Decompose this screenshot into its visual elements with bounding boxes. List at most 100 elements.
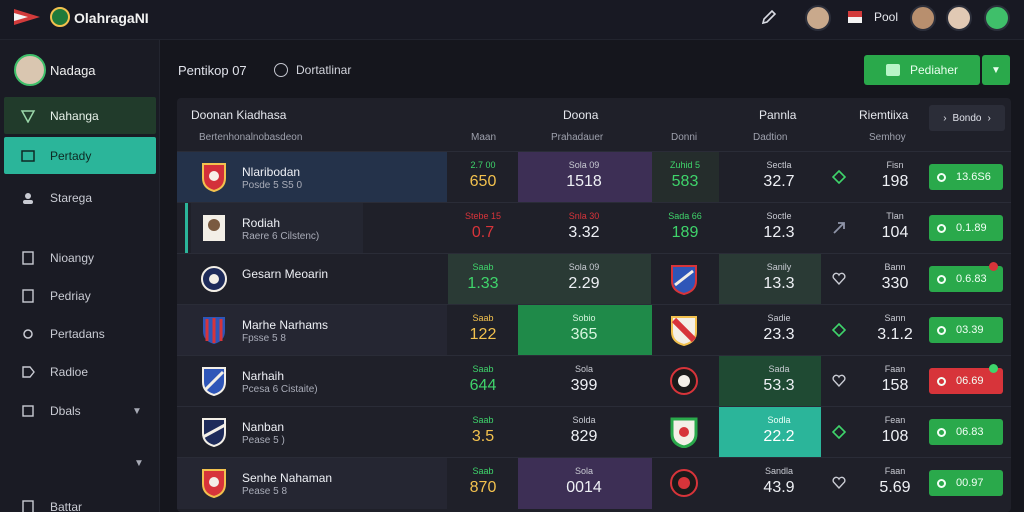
chevron-down-icon[interactable]: ▼ <box>132 406 142 417</box>
sidebar-item-pertady[interactable]: Pertady <box>4 137 156 174</box>
table-row[interactable]: Rodiah Raere 6 Cilstenc) Stebe 15 0.7 Sn… <box>177 202 1011 254</box>
team-name: Nanban <box>242 420 285 434</box>
table-row[interactable]: Gesarn Meoarin Saab 1.33 Sola 09 2.29 Sa… <box>177 253 1011 305</box>
filter-button[interactable]: › Bondo › <box>929 105 1005 131</box>
odds-dot-icon <box>937 376 946 386</box>
table-row[interactable]: Nlaribodan Posde 5 S5 0 2.7 00 650 Sola … <box>177 151 1011 203</box>
stat-value: 330 <box>881 275 909 292</box>
avatar[interactable] <box>14 54 46 86</box>
calendar-icon <box>21 149 35 162</box>
crest-icon <box>203 317 225 344</box>
help-icon[interactable] <box>274 63 288 77</box>
odds-button[interactable]: 06.83 <box>929 419 1003 445</box>
odds-button[interactable]: 03.39 <box>929 317 1003 343</box>
crest-icon <box>670 469 698 497</box>
arrow-icon: › <box>987 112 991 124</box>
trend-icon[interactable] <box>832 170 846 184</box>
sidebar-item-label: Pertady <box>50 148 92 163</box>
stat-label: Faan <box>884 466 906 476</box>
stat-label: Solda <box>572 415 596 425</box>
odds-button[interactable]: 0.1.89 <box>929 215 1003 241</box>
stat-label: Saab <box>472 415 494 425</box>
notification-dot <box>989 262 998 271</box>
edit-icon[interactable] <box>760 8 778 26</box>
sidebar-item-label: Nioangy <box>50 250 95 265</box>
stat-value: 399 <box>570 377 598 394</box>
crest-icon <box>670 417 698 448</box>
crest-icon <box>670 367 698 395</box>
odds-value: 13.6S6 <box>956 171 991 183</box>
heart-icon[interactable] <box>832 374 846 388</box>
table-row[interactable]: Narhaih Pcesa 6 Cistaite) Saab 644 Sola … <box>177 355 1011 407</box>
sidebar-item-pedriay[interactable]: Pedriay <box>4 277 156 314</box>
cell-highlight <box>518 305 652 356</box>
avatar-icon[interactable] <box>984 5 1010 31</box>
odds-table: Doonan Kiadhasa Bertenhonalnobasdeon Maa… <box>177 98 1011 512</box>
column-subheader: Bertenhonalnobasdeon <box>199 132 303 143</box>
avatar-icon[interactable] <box>910 5 936 31</box>
trend-icon[interactable] <box>832 323 846 337</box>
stat-label: Sola 09 <box>568 160 600 170</box>
stat-label: Fisn <box>886 160 904 170</box>
avatar-icon[interactable] <box>946 5 972 31</box>
sidebar-item-label: Nahanga <box>50 108 99 123</box>
odds-button[interactable]: 13.6S6 <box>929 164 1003 190</box>
odds-value: 06.83 <box>956 426 984 438</box>
primary-button[interactable]: Pediaher <box>864 55 980 85</box>
heart-icon[interactable] <box>832 272 846 286</box>
stat-value: 12.3 <box>763 224 795 241</box>
sidebar-item-radioe[interactable]: Radioe <box>4 353 156 390</box>
primary-button-label: Pediaher <box>909 63 959 77</box>
document-icon <box>22 499 34 512</box>
help-label[interactable]: Dortatlinar <box>296 63 352 77</box>
odds-value: 0.1.89 <box>956 222 987 234</box>
odds-dot-icon <box>937 478 946 488</box>
sidebar-item-label: Radioe <box>50 364 89 379</box>
stat-value: 583 <box>671 173 699 190</box>
sidebar-item-label: Battar <box>50 499 83 512</box>
stat-value: 122 <box>469 326 497 343</box>
heart-icon[interactable] <box>832 476 846 490</box>
sidebar-item-dbals[interactable]: Dbals <box>4 392 156 429</box>
column-subheader: Semhoy <box>869 132 906 143</box>
sidebar-item-battar[interactable]: Battar <box>4 488 156 512</box>
column-subheader: Maan <box>471 132 497 143</box>
arrow-icon[interactable] <box>832 221 846 235</box>
breadcrumb[interactable]: Pentikop 07 <box>178 63 247 78</box>
crest-icon <box>202 163 226 192</box>
stat-value: 829 <box>570 428 598 445</box>
table-row[interactable]: Senhe Nahaman Pease 5 8 Saab 870 Sola 00… <box>177 457 1011 509</box>
tag-icon <box>22 365 35 378</box>
box-icon <box>22 404 34 417</box>
sidebar-item-starega[interactable]: Starega <box>4 179 156 216</box>
odds-value: 06.69 <box>956 375 984 387</box>
odds-button[interactable]: 00.97 <box>929 470 1003 496</box>
logo-icon[interactable] <box>50 7 70 27</box>
top-label[interactable]: Pool <box>874 10 899 24</box>
stat-value: 870 <box>469 479 497 496</box>
avatar-icon[interactable] <box>805 5 831 31</box>
app-title[interactable]: OlahragaNI <box>74 10 149 26</box>
chevron-down-icon[interactable]: ▼ <box>134 458 144 469</box>
table-row[interactable]: Marhe Narhams Fpsse 5 8 Saab 122 Sobio 3… <box>177 304 1011 356</box>
stat-label: 2.7 00 <box>470 160 496 170</box>
stat-label: Saab <box>472 313 494 323</box>
stat-label: Sectla <box>766 160 792 170</box>
odds-dot-icon <box>937 223 946 233</box>
flag-icon <box>14 9 40 25</box>
odds-dot-icon <box>937 325 946 335</box>
odds-value: 03.39 <box>956 324 984 336</box>
table-row[interactable]: Nanban Pease 5 ) Saab 3.5 Solda 829 Sodl… <box>177 406 1011 458</box>
sidebar-item-pertadans[interactable]: Pertadans <box>4 315 156 352</box>
sidebar-item-nahanga[interactable]: Nahanga <box>4 97 156 134</box>
chevron-down-icon[interactable]: ▼ <box>982 55 1010 85</box>
crest-icon <box>201 266 227 292</box>
team-meta: Fpsse 5 8 <box>242 333 286 344</box>
sidebar-item-nioangy[interactable]: Nioangy <box>4 239 156 276</box>
ticket-icon <box>885 64 900 76</box>
stat-label: Zuhid 5 <box>669 160 701 170</box>
stat-label: Sanily <box>766 262 792 272</box>
odds-button[interactable]: 0.6.83 <box>929 266 1003 292</box>
sidebar-item-label: Starega <box>50 190 93 205</box>
trend-icon[interactable] <box>832 425 846 439</box>
